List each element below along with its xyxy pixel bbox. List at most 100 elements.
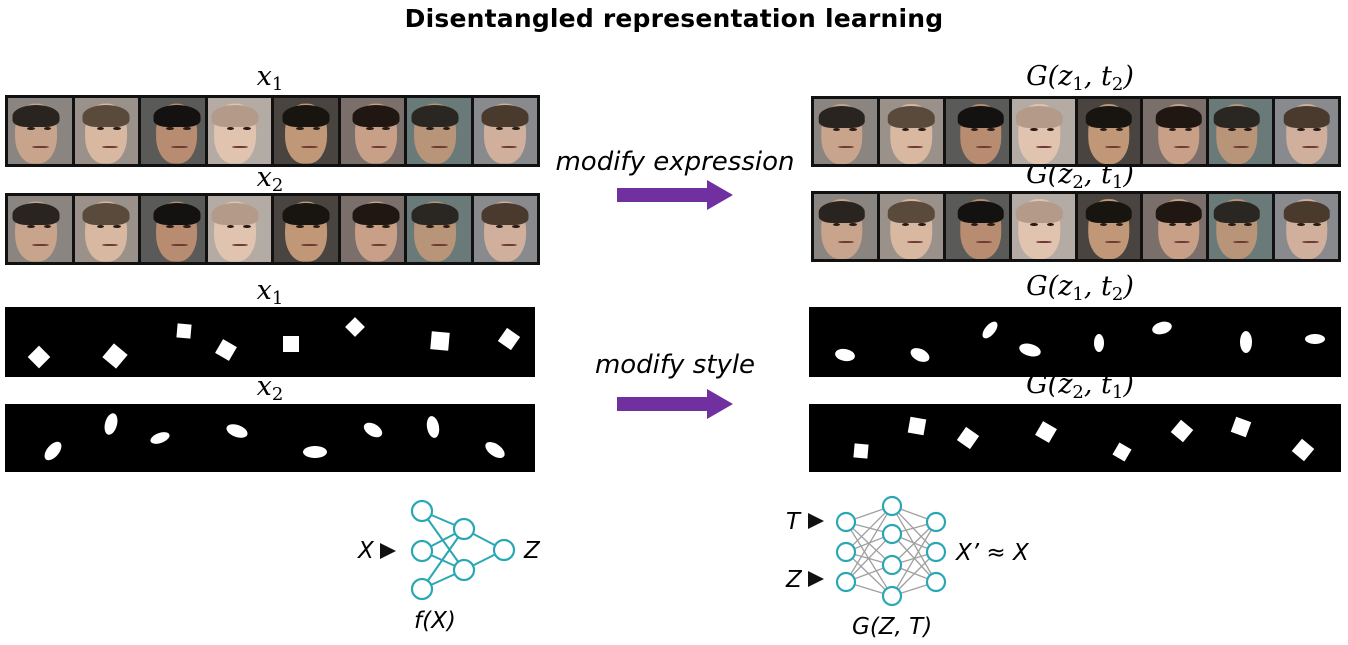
- face-eye: [312, 127, 321, 131]
- face-eye: [918, 127, 926, 131]
- face-hair: [12, 202, 60, 226]
- face-hair: [82, 104, 130, 128]
- face-mouth: [431, 145, 448, 149]
- square-shape: [907, 416, 927, 436]
- face-woman-profile: [473, 196, 537, 262]
- face-eye: [426, 225, 434, 229]
- encoder-node: [492, 538, 516, 562]
- square-shape: [215, 339, 237, 361]
- encoder-node: [410, 499, 434, 523]
- face-mouth: [1035, 240, 1052, 244]
- face-hair: [1155, 200, 1202, 223]
- shape-strip-g-z2-t1-squares: [809, 404, 1341, 472]
- encoder-node: [410, 577, 434, 601]
- shape-strip-x1-squares: [5, 307, 535, 377]
- face-eye: [1184, 222, 1193, 226]
- face-hair: [352, 202, 400, 226]
- face-hair: [481, 202, 529, 226]
- face-profile-dark: [1011, 194, 1075, 259]
- decoder-node: [835, 541, 857, 563]
- face-hair: [1213, 200, 1261, 223]
- ellipse-shape: [226, 424, 248, 438]
- face-wide-smile: [1077, 194, 1141, 259]
- face-mouth: [370, 243, 388, 247]
- shape-strip-x2-ellipses: [5, 404, 535, 472]
- square-shape: [853, 443, 869, 459]
- face-hair: [957, 200, 1005, 223]
- square-shape: [956, 426, 980, 450]
- strip-background: [809, 307, 1341, 377]
- decoder-input-t-label: T: [786, 509, 801, 535]
- decoder-node: [925, 511, 947, 533]
- face-eye: [226, 127, 235, 131]
- face-profile-dark: [207, 196, 271, 262]
- face-eye: [1099, 222, 1108, 226]
- face-hair: [1016, 105, 1063, 128]
- face-mouth: [431, 243, 448, 247]
- face-eye: [382, 225, 391, 229]
- face-eye: [987, 222, 995, 226]
- face-eye: [512, 225, 520, 229]
- ellipse-shape: [104, 413, 118, 435]
- face-mouth: [171, 145, 188, 149]
- encoder-network-icon: [410, 499, 516, 601]
- face-eye: [1228, 222, 1236, 226]
- face-hair: [818, 105, 865, 128]
- face-glasses-smile: [814, 194, 877, 259]
- face-profile-short-hair: [814, 99, 877, 164]
- decoder-input-z-label: Z: [786, 567, 802, 593]
- ellipse-shape: [485, 442, 505, 458]
- face-eye: [243, 127, 251, 131]
- ellipse-shape: [1094, 334, 1104, 352]
- face-eye: [1099, 127, 1108, 131]
- square-shape: [1112, 442, 1132, 462]
- face-eye: [970, 127, 979, 131]
- face-eye: [243, 225, 251, 229]
- ellipse-shape: [426, 416, 440, 438]
- face-eye: [442, 225, 451, 229]
- face-mouth: [500, 145, 518, 149]
- face-hair: [211, 202, 259, 226]
- decoder-node: [881, 585, 903, 607]
- face-eye: [970, 222, 979, 226]
- face-eye: [113, 127, 121, 131]
- face-mouth: [975, 240, 993, 244]
- face-hair: [1016, 200, 1063, 223]
- face-glasses-frontal: [74, 98, 138, 164]
- face-profile-bald: [141, 196, 205, 262]
- square-shape: [497, 327, 521, 351]
- face-mouth: [101, 243, 119, 247]
- face-woman-dark-hair: [1143, 99, 1207, 164]
- face-strip-g-z2-t1: [811, 191, 1341, 262]
- face-eye: [495, 225, 504, 229]
- square-shape: [283, 336, 299, 352]
- face-hair: [1283, 105, 1330, 128]
- face-strip-g-z1-t2: [811, 96, 1341, 167]
- diagram-title: Disentangled representation learning: [404, 4, 944, 33]
- face-mouth: [1233, 240, 1250, 244]
- decoder-node: [925, 541, 947, 563]
- face-hair: [282, 202, 330, 226]
- face-hair: [82, 202, 130, 226]
- encoder-input-label: X: [358, 538, 374, 564]
- ellipse-shape: [303, 446, 327, 458]
- face-mouth: [1104, 240, 1121, 244]
- square-shape: [430, 331, 450, 351]
- ellipse-shape: [835, 348, 855, 362]
- decoder-t-arrow-icon: [808, 513, 824, 529]
- face-eye: [1168, 222, 1177, 226]
- face-eye: [1046, 127, 1055, 131]
- face-mouth: [231, 145, 249, 149]
- face-mouth: [906, 240, 924, 244]
- decoder-output-label: X’ ≈ X: [956, 540, 1029, 566]
- face-hair: [818, 200, 865, 223]
- decoder-network-icon: [835, 495, 947, 607]
- face-eye: [1046, 222, 1055, 226]
- decoder-node: [925, 571, 947, 593]
- ellipse-shape: [44, 441, 62, 461]
- face-older-glasses: [340, 196, 404, 262]
- decoder-node: [835, 511, 857, 533]
- label-x1-faces: x1: [256, 61, 284, 95]
- face-hair: [1283, 200, 1330, 223]
- square-shape: [1230, 416, 1252, 438]
